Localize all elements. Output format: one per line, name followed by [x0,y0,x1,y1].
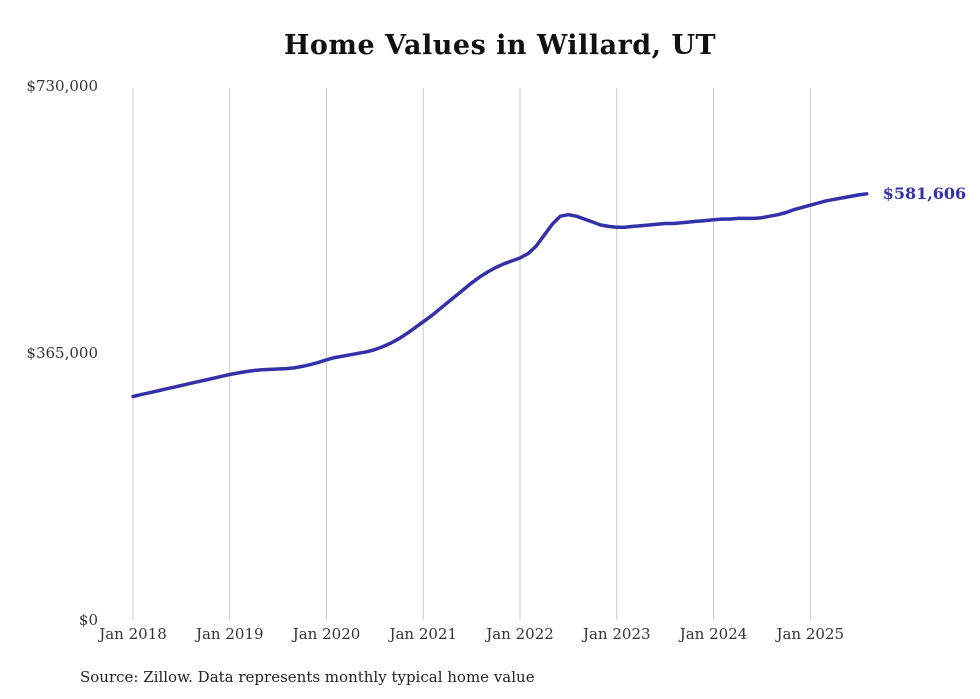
end-value-label: $581,606 [882,183,967,203]
y-tick-label-730000: $730,000 [26,77,98,95]
y-tick-label-0: $0 [78,611,98,629]
source-note: Source: Zillow. Data represents monthly … [80,668,535,686]
y-tick-label-365000: $365,000 [26,344,98,362]
chart-title: Home Values in Willard, UT [283,30,717,61]
home-value-line [131,192,869,399]
